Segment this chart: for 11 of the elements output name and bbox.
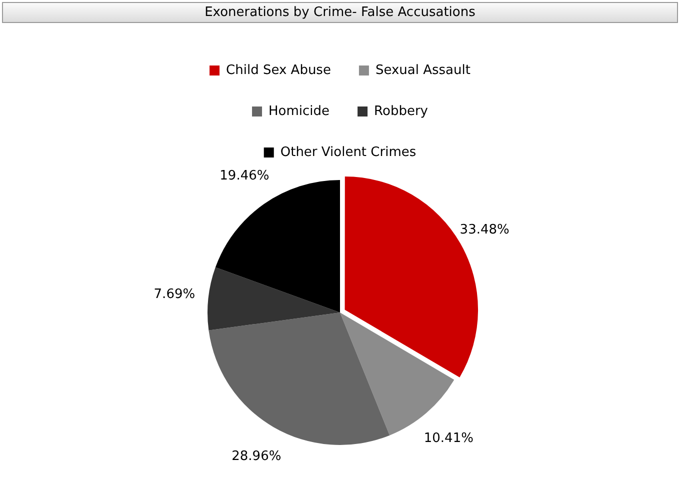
data-label: 33.48% [460, 222, 510, 238]
chart-title: Exonerations by Crime- False Accusations [2, 2, 678, 23]
legend-label: Other Violent Crimes [280, 144, 416, 160]
legend-label: Sexual Assault [375, 62, 470, 78]
data-label: 19.46% [220, 168, 270, 184]
legend-label: Robbery [374, 104, 428, 119]
data-label: 28.96% [232, 448, 282, 464]
data-label: 10.41% [424, 431, 474, 446]
data-label: 7.69% [154, 287, 196, 302]
legend-label: Homicide [268, 104, 330, 119]
legend-label: Child Sex Abuse [226, 62, 331, 78]
